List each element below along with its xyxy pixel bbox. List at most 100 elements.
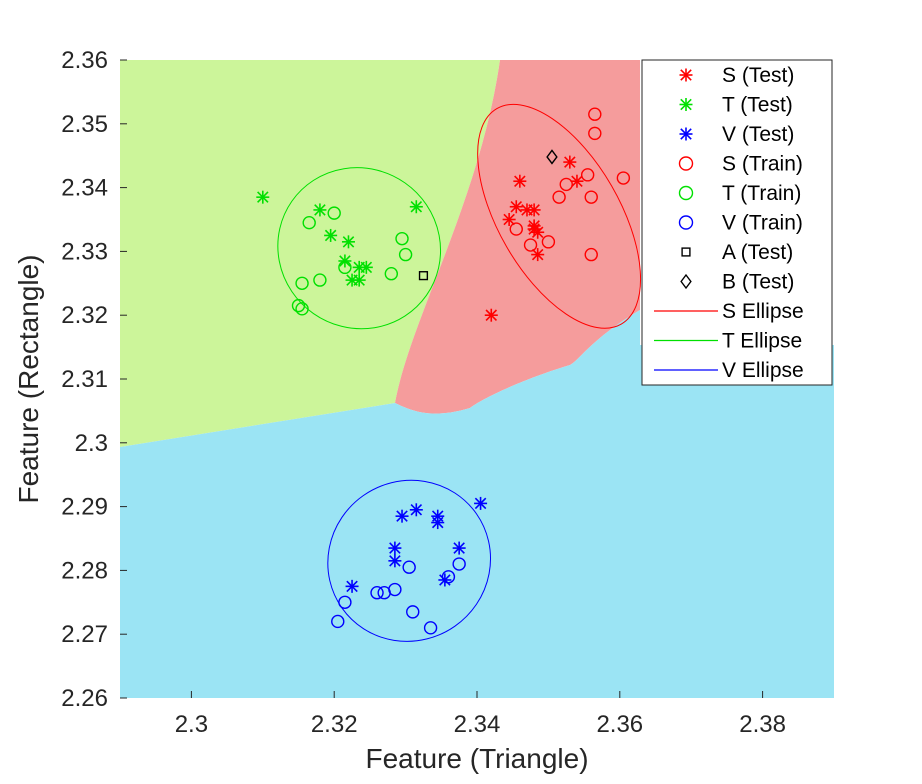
- point-t-test: [409, 200, 423, 214]
- point-t-train: [327, 206, 341, 220]
- point-s-test: [527, 203, 541, 217]
- legend-label: S (Train): [722, 153, 803, 176]
- x-axis-ticks: 2.3 2.32 2.34 2.36 2.38: [175, 691, 786, 738]
- point-t-test: [345, 273, 359, 287]
- legend-marker: [681, 247, 691, 257]
- point-s-test: [484, 308, 498, 322]
- point-v-train: [452, 557, 466, 571]
- point-s-test: [531, 248, 545, 262]
- legend-box: [641, 59, 833, 386]
- region-t: [120, 60, 500, 447]
- point-t-test: [313, 203, 327, 217]
- point-s-test: [531, 225, 545, 239]
- point-s-train: [559, 177, 573, 192]
- legend-label: A (Test): [722, 241, 793, 264]
- legend-marker: [679, 127, 693, 141]
- point-v-test: [345, 579, 359, 593]
- y-tick-label: 2.29: [61, 494, 108, 521]
- ellipse-t: [277, 167, 442, 330]
- legend-label: B (Test): [722, 271, 794, 294]
- x-axis-label: Feature (Triangle): [365, 743, 588, 774]
- point-v-test: [388, 554, 402, 568]
- point-v-train: [423, 621, 438, 635]
- x-tick-label: 2.3: [175, 711, 208, 738]
- legend-label: V (Train): [722, 212, 803, 235]
- y-tick-label: 2.31: [61, 366, 108, 393]
- point-v-train: [388, 582, 402, 597]
- x-tick-label: 2.36: [596, 711, 643, 738]
- point-s-train: [588, 107, 602, 121]
- legend-marker: [679, 98, 693, 111]
- point-s-train: [588, 126, 602, 141]
- point-v-train: [370, 586, 384, 600]
- point-t-train: [291, 298, 306, 313]
- point-s-train: [584, 247, 598, 262]
- point-v-train: [406, 605, 420, 619]
- legend-marker: [678, 156, 694, 171]
- point-t-train: [295, 276, 309, 290]
- point-t-train: [384, 267, 399, 281]
- point-s-train: [616, 171, 631, 185]
- y-tick-label: 2.28: [61, 557, 108, 584]
- legend-label: V Ellipse: [722, 359, 804, 382]
- x-tick-label: 2.38: [739, 711, 786, 738]
- point-s-train: [584, 190, 598, 204]
- legend-label: S Ellipse: [722, 300, 804, 323]
- point-v-test: [395, 509, 409, 523]
- legend-marker: [680, 273, 692, 290]
- legend-label: T (Train): [722, 182, 801, 205]
- point-t-test: [324, 228, 338, 242]
- point-v-train: [402, 560, 416, 574]
- data-points: [256, 107, 631, 635]
- point-s-test: [570, 174, 584, 188]
- point-s-train: [509, 222, 523, 236]
- point-v-test: [388, 541, 402, 555]
- y-tick-label: 2.26: [61, 685, 108, 712]
- ellipse-s: [477, 103, 642, 329]
- point-s-train: [541, 235, 556, 249]
- y-tick-label: 2.3: [75, 430, 108, 457]
- point-t-test: [359, 260, 373, 274]
- point-v-test: [438, 573, 452, 587]
- point-s-test: [502, 213, 516, 226]
- y-tick-label: 2.36: [61, 47, 108, 74]
- y-tick-label: 2.34: [61, 175, 108, 202]
- point-t-train: [395, 231, 409, 246]
- point-s-train: [552, 190, 566, 204]
- point-v-test: [474, 496, 488, 510]
- x-tick-label: 2.34: [454, 711, 501, 738]
- point-v-train: [338, 595, 352, 609]
- y-axis-label: Feature (Rectangle): [13, 254, 44, 503]
- ellipses: [277, 103, 642, 642]
- point-s-test: [563, 155, 577, 169]
- legend-marker: [679, 68, 693, 82]
- point-s-test: [513, 174, 527, 188]
- point-v-train: [331, 614, 345, 629]
- point-t-train: [295, 302, 309, 316]
- region-s: [395, 60, 640, 414]
- x-tick-label: 2.32: [311, 711, 358, 738]
- point-t-test: [256, 190, 270, 204]
- point-s-train: [523, 238, 538, 252]
- y-tick-label: 2.33: [61, 238, 108, 265]
- legend-label: S (Test): [722, 64, 794, 87]
- legend-marker: [678, 215, 694, 230]
- point-b-test: [546, 149, 558, 165]
- legend-label: V (Test): [722, 123, 794, 146]
- point-t-test: [341, 235, 355, 249]
- point-t-train: [313, 273, 327, 287]
- y-tick-label: 2.27: [61, 621, 108, 648]
- point-v-test: [409, 503, 423, 517]
- point-a-test: [418, 271, 429, 281]
- point-v-test: [431, 509, 445, 523]
- y-tick-label: 2.32: [61, 302, 108, 329]
- legend-label: T Ellipse: [722, 330, 802, 353]
- legend: S (Test) T (Test) V (Test) S (Train) T (Trai…: [641, 59, 833, 386]
- point-t-train: [398, 247, 413, 262]
- point-s-test: [509, 200, 523, 214]
- legend-marker: [678, 185, 694, 201]
- point-v-train: [441, 570, 456, 584]
- legend-label: T (Test): [722, 94, 793, 117]
- point-v-test: [452, 541, 466, 555]
